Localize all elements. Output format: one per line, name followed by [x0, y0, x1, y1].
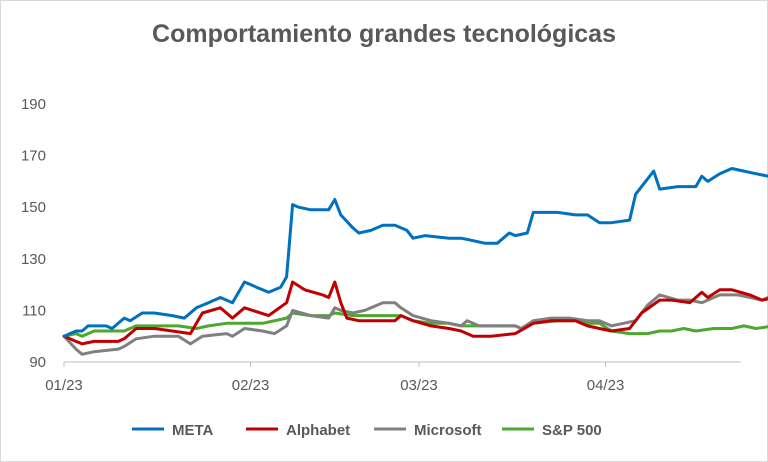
chart-title: Comportamiento grandes tecnológicas	[152, 20, 616, 48]
x-tick-label: 03/23	[400, 377, 438, 394]
y-tick-label: 110	[22, 302, 46, 319]
y-tick-label: 90	[29, 354, 46, 371]
y-tick-label: 190	[21, 96, 46, 113]
y-tick-label: 150	[21, 199, 46, 216]
legend-label: Alphabet	[286, 422, 350, 439]
legend-label: Microsoft	[414, 422, 482, 439]
x-tick-label: 01/23	[45, 377, 83, 394]
y-tick-label: 130	[21, 251, 46, 268]
legend-label: META	[172, 422, 214, 439]
series-line-meta	[62, 167, 768, 338]
x-tick-label: 04/23	[587, 377, 625, 394]
x-tick-label: 02/23	[232, 377, 270, 394]
series-line-alphabet	[62, 280, 768, 346]
legend-label: S&P 500	[542, 422, 602, 439]
y-tick-label: 170	[21, 148, 46, 165]
series-line-microsoft	[62, 293, 768, 356]
